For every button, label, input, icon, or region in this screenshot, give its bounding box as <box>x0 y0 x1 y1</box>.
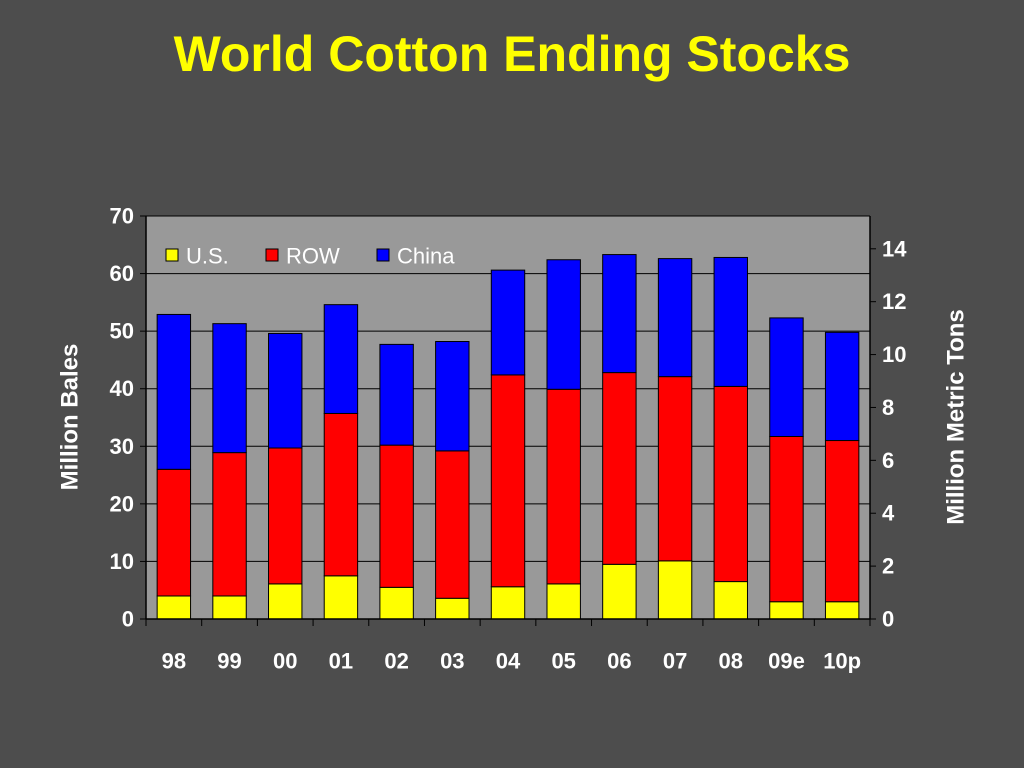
y2-tick-label: 4 <box>882 501 895 526</box>
x-tick-label: 09e <box>768 649 805 674</box>
bar-row-08 <box>713 385 748 583</box>
y-tick-label: 10 <box>110 549 134 574</box>
bar-us-06 <box>602 563 637 620</box>
y-tick-label: 50 <box>110 319 134 344</box>
legend-swatch-row <box>265 248 279 262</box>
bar-china-04 <box>490 269 526 376</box>
x-tick-label: 02 <box>384 649 408 674</box>
x-tick-label: 08 <box>719 649 743 674</box>
bar-row-98 <box>156 468 192 597</box>
bar-china-09e <box>769 317 804 437</box>
bar-china-02 <box>379 343 414 446</box>
bar-row-10p <box>824 440 860 603</box>
x-tick-label: 07 <box>663 649 687 674</box>
bar-us-99 <box>212 595 247 620</box>
legend-label: ROW <box>286 244 340 269</box>
axes <box>145 216 871 620</box>
x-tick-label: 05 <box>551 649 575 674</box>
bar-row-04 <box>490 374 526 588</box>
y2-axis-ticks: 0 2 4 6 8 10 12 14 <box>870 236 907 632</box>
y2-tick-label: 6 <box>882 448 894 473</box>
x-tick-label: 00 <box>273 649 297 674</box>
bar-row-99 <box>212 452 247 597</box>
bar-row-06 <box>602 372 637 565</box>
bar-us-08 <box>713 581 748 620</box>
bar-row-03 <box>435 450 470 599</box>
x-tick-label: 04 <box>496 649 521 674</box>
x-tick-label: 01 <box>329 649 353 674</box>
legend-swatch-china <box>376 248 390 262</box>
bar-china-05 <box>546 259 581 390</box>
y2-tick-label: 10 <box>882 342 906 367</box>
bar-row-09e <box>769 435 804 603</box>
legend: U.S. ROW China <box>165 244 455 269</box>
y-tick-label: 20 <box>110 491 134 516</box>
x-tick-label: 06 <box>607 649 631 674</box>
bar-china-07 <box>657 258 693 378</box>
bar-us-04 <box>490 586 526 620</box>
legend-label: U.S. <box>186 244 229 269</box>
x-tick-label: 03 <box>440 649 464 674</box>
y2-tick-label: 14 <box>882 236 907 261</box>
y2-axis-label: Million Metric Tons <box>943 309 970 525</box>
bar-row-02 <box>379 444 414 588</box>
y2-tick-label: 2 <box>882 554 894 579</box>
y-axis-label: Million Bales <box>57 344 84 491</box>
bar-us-00 <box>268 583 303 620</box>
bar-china-98 <box>156 313 192 470</box>
bar-us-02 <box>379 586 414 620</box>
bar-us-98 <box>156 595 192 620</box>
bar-row-05 <box>546 388 581 585</box>
chart-title: World Cotton Ending Stocks <box>173 26 851 82</box>
x-axis-ticks: 98 99 00 01 02 03 04 05 06 07 08 09e 10p <box>145 619 871 674</box>
bar-row-07 <box>657 376 693 562</box>
bar-china-03 <box>435 341 470 452</box>
x-tick-label: 98 <box>162 649 186 674</box>
x-tick-label: 10p <box>823 649 861 674</box>
bar-china-00 <box>268 332 303 449</box>
y2-tick-label: 0 <box>882 607 894 632</box>
y-tick-label: 60 <box>110 261 134 286</box>
y-tick-label: 0 <box>122 607 134 632</box>
bar-us-07 <box>657 560 693 620</box>
legend-label: China <box>397 244 455 269</box>
bar-us-05 <box>546 583 581 620</box>
y-tick-label: 40 <box>110 376 134 401</box>
bars <box>156 254 860 620</box>
bar-row-00 <box>268 447 303 585</box>
y-tick-label: 30 <box>110 434 134 459</box>
bar-us-10p <box>824 601 860 620</box>
bar-china-01 <box>323 304 359 414</box>
bar-china-06 <box>602 254 637 374</box>
bar-row-01 <box>323 412 359 577</box>
legend-swatch-us <box>165 248 179 262</box>
bar-us-03 <box>435 597 470 620</box>
bar-us-09e <box>769 601 804 620</box>
y2-tick-label: 12 <box>882 289 906 314</box>
bar-china-99 <box>212 323 247 454</box>
bar-us-01 <box>323 575 359 620</box>
bar-china-08 <box>713 256 748 387</box>
y2-tick-label: 8 <box>882 395 894 420</box>
bar-china-10p <box>824 331 860 442</box>
y-tick-label: 70 <box>110 204 134 229</box>
x-tick-label: 99 <box>217 649 241 674</box>
y-axis-ticks: 0 10 20 30 40 50 60 70 <box>110 204 146 632</box>
